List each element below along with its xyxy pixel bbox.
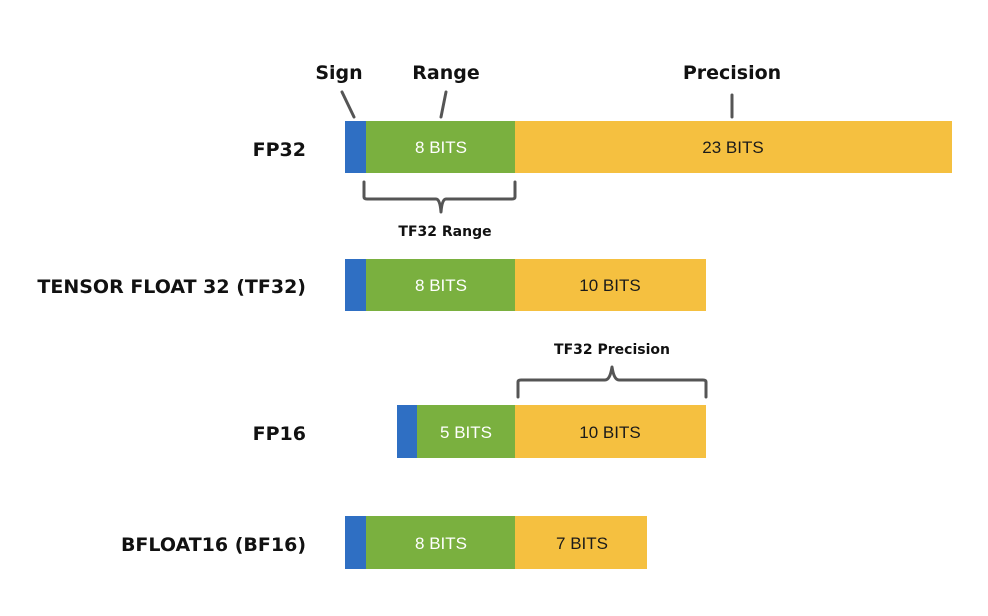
format-label-bf16: BFLOAT16 (BF16) (121, 534, 306, 556)
exponent-segment (366, 121, 516, 173)
format-row-bf16: BFLOAT16 (BF16) 8 BITS 7 BITS (121, 516, 647, 569)
mantissa-segment (515, 516, 647, 569)
exponent-segment (366, 516, 516, 569)
tf32-range-brace (362, 180, 517, 214)
format-label-fp32: FP32 (253, 139, 306, 161)
sign-pointer-line (340, 90, 356, 119)
header-range: Range (412, 62, 479, 84)
range-pointer-line (439, 90, 448, 119)
exponent-bits-label: 8 BITS (415, 534, 467, 553)
sign-bit-segment (397, 405, 418, 458)
mantissa-segment (515, 259, 706, 311)
sign-bit-segment (345, 516, 367, 569)
format-row-fp16: FP16 5 BITS 10 BITS (253, 405, 706, 458)
format-label-fp16: FP16 (253, 423, 306, 445)
mantissa-bits-label: 7 BITS (556, 534, 608, 553)
mantissa-bits-label: 10 BITS (579, 423, 640, 442)
exponent-bits-label: 5 BITS (440, 423, 492, 442)
format-row-tf32: TENSOR FLOAT 32 (TF32) 8 BITS 10 BITS (37, 259, 706, 311)
exponent-segment (366, 259, 516, 311)
tf32-precision-label: TF32 Precision (554, 342, 670, 358)
mantissa-bits-label: 10 BITS (579, 276, 640, 295)
header-sign: Sign (315, 62, 362, 84)
mantissa-segment (515, 121, 952, 173)
sign-bit-segment (345, 121, 367, 173)
exponent-segment (417, 405, 516, 458)
mantissa-bits-label: 23 BITS (702, 138, 763, 157)
tf32-precision-brace (516, 365, 708, 399)
mantissa-segment (515, 405, 706, 458)
exponent-bits-label: 8 BITS (415, 276, 467, 295)
exponent-bits-label: 8 BITS (415, 138, 467, 157)
header-precision: Precision (683, 62, 781, 84)
format-label-tf32: TENSOR FLOAT 32 (TF32) (37, 276, 306, 298)
format-row-fp32: FP32 8 BITS 23 BITS (253, 121, 952, 173)
tf32-range-label: TF32 Range (398, 224, 491, 240)
sign-bit-segment (345, 259, 367, 311)
